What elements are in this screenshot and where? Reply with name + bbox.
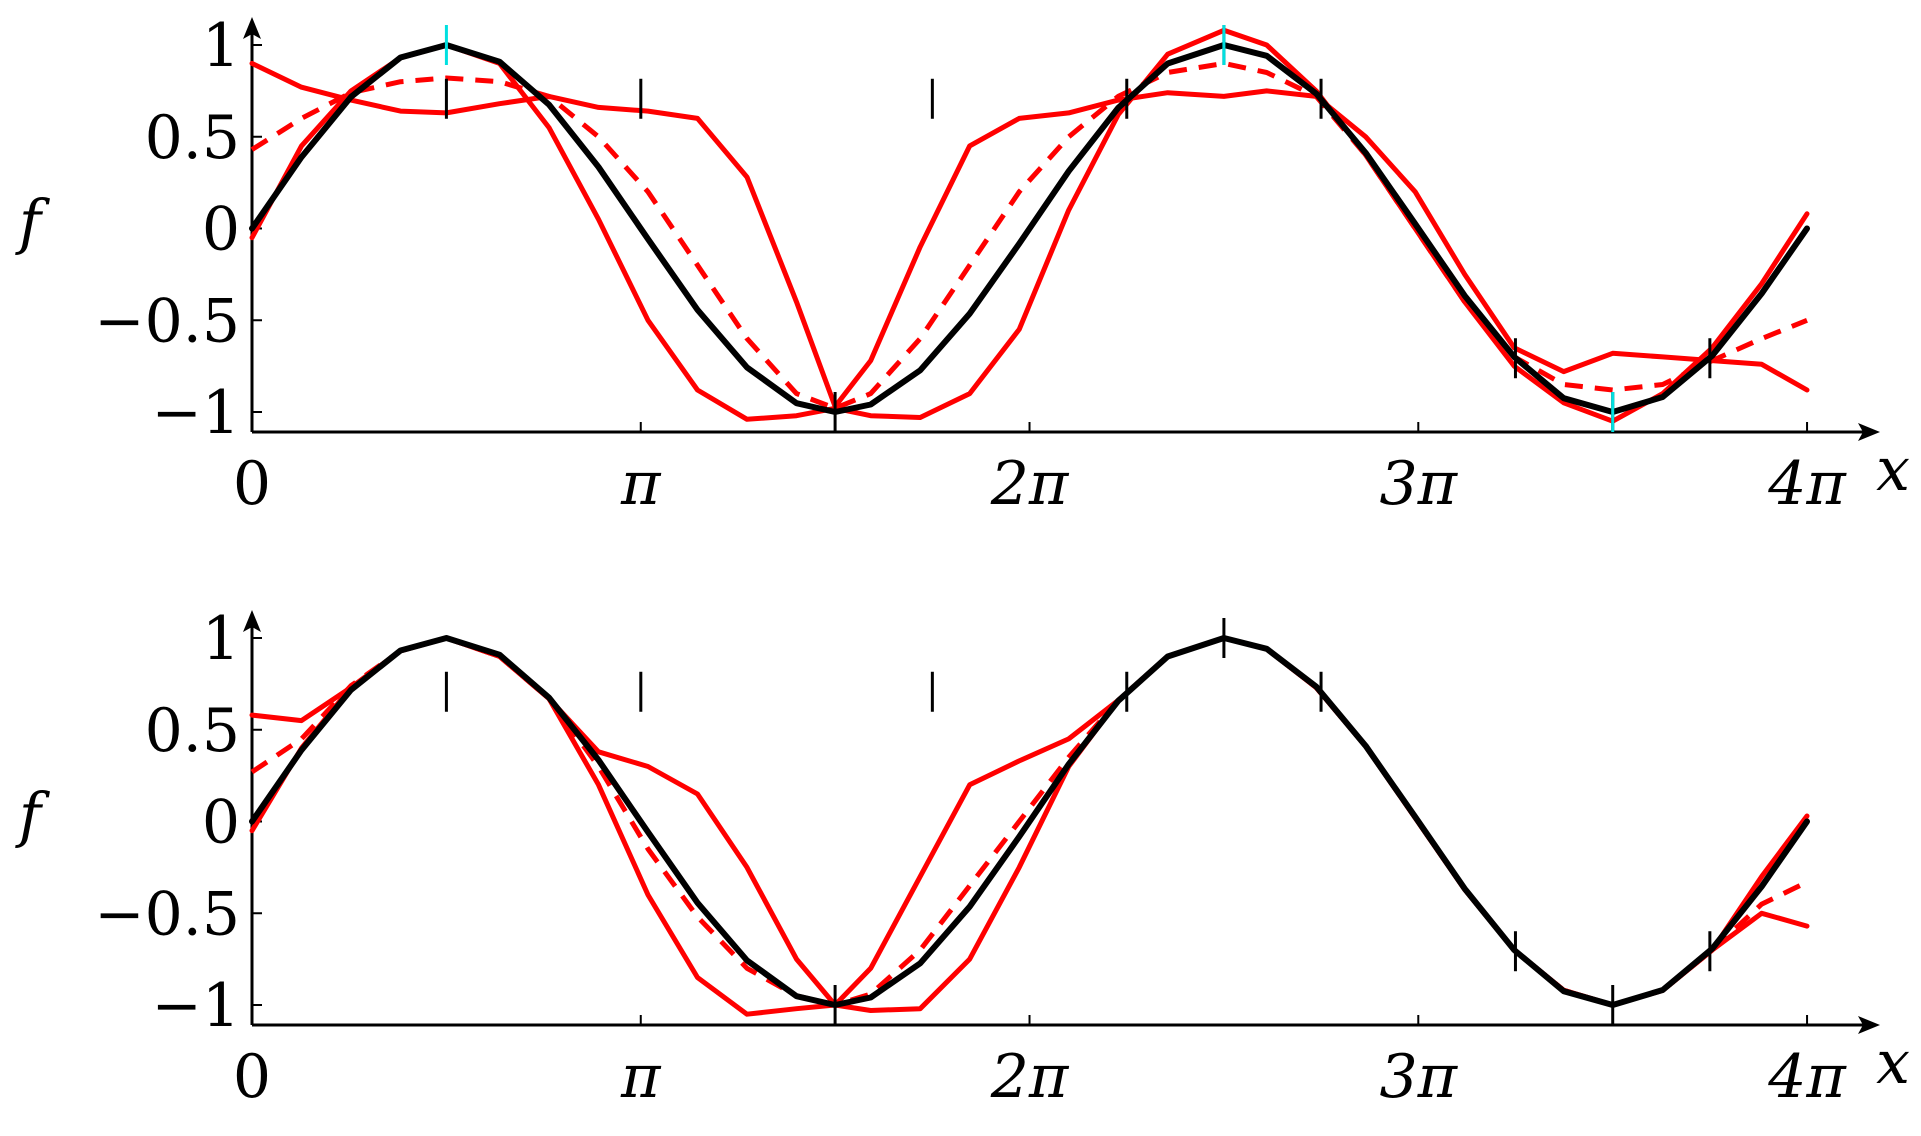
x-tick-label: 3π <box>1379 1042 1458 1112</box>
y-tick-label: −0.5 <box>94 879 240 949</box>
reference-curve <box>249 42 1810 415</box>
x-tick-label: 0 <box>233 449 271 519</box>
y-tick-label: 0.5 <box>145 696 240 766</box>
y-tick-label: 0 <box>202 788 240 858</box>
series-layer <box>249 635 1810 1017</box>
x-tick-label: 3π <box>1379 449 1458 519</box>
x-axis-arrowhead <box>1858 423 1880 441</box>
y-tick-label: −1 <box>152 971 240 1041</box>
x-tick-label: 2π <box>990 1042 1070 1112</box>
y-axis-title: f <box>15 188 51 258</box>
approximation-curve <box>249 27 1810 424</box>
x-tick-label: π <box>620 449 662 519</box>
x-tick-label: 0 <box>233 1042 271 1112</box>
y-tick-label: 1 <box>202 604 240 674</box>
x-axis-title: x <box>1876 1028 1910 1098</box>
reference-curve <box>249 635 1810 1008</box>
approximation-curve-dashed <box>250 635 1809 1008</box>
y-tick-label: 0.5 <box>145 103 240 173</box>
y-tick-label: −1 <box>152 378 240 448</box>
x-axis-arrowhead <box>1858 1016 1880 1034</box>
y-axis-title: f <box>15 781 51 851</box>
chart-panel-top: 10.50−0.5−10 π 2π 3π 4π xf <box>15 11 1910 519</box>
x-tick-label: 2π <box>990 449 1070 519</box>
y-axis-arrowhead <box>243 17 261 39</box>
chart-panel-bottom: 10.50−0.5−10 π 2π 3π 4π xf <box>15 604 1910 1112</box>
x-tick-label: π <box>620 1042 662 1112</box>
series-layer <box>249 27 1810 424</box>
x-tick-label: 4π <box>1767 1042 1847 1112</box>
x-axis-title: x <box>1876 435 1910 505</box>
y-axis-arrowhead <box>243 610 261 632</box>
y-tick-label: 0 <box>202 195 240 265</box>
y-tick-label: −0.5 <box>94 286 240 356</box>
x-tick-label: 4π <box>1767 449 1847 519</box>
y-tick-label: 1 <box>202 11 240 81</box>
approximation-curve <box>249 60 1810 409</box>
